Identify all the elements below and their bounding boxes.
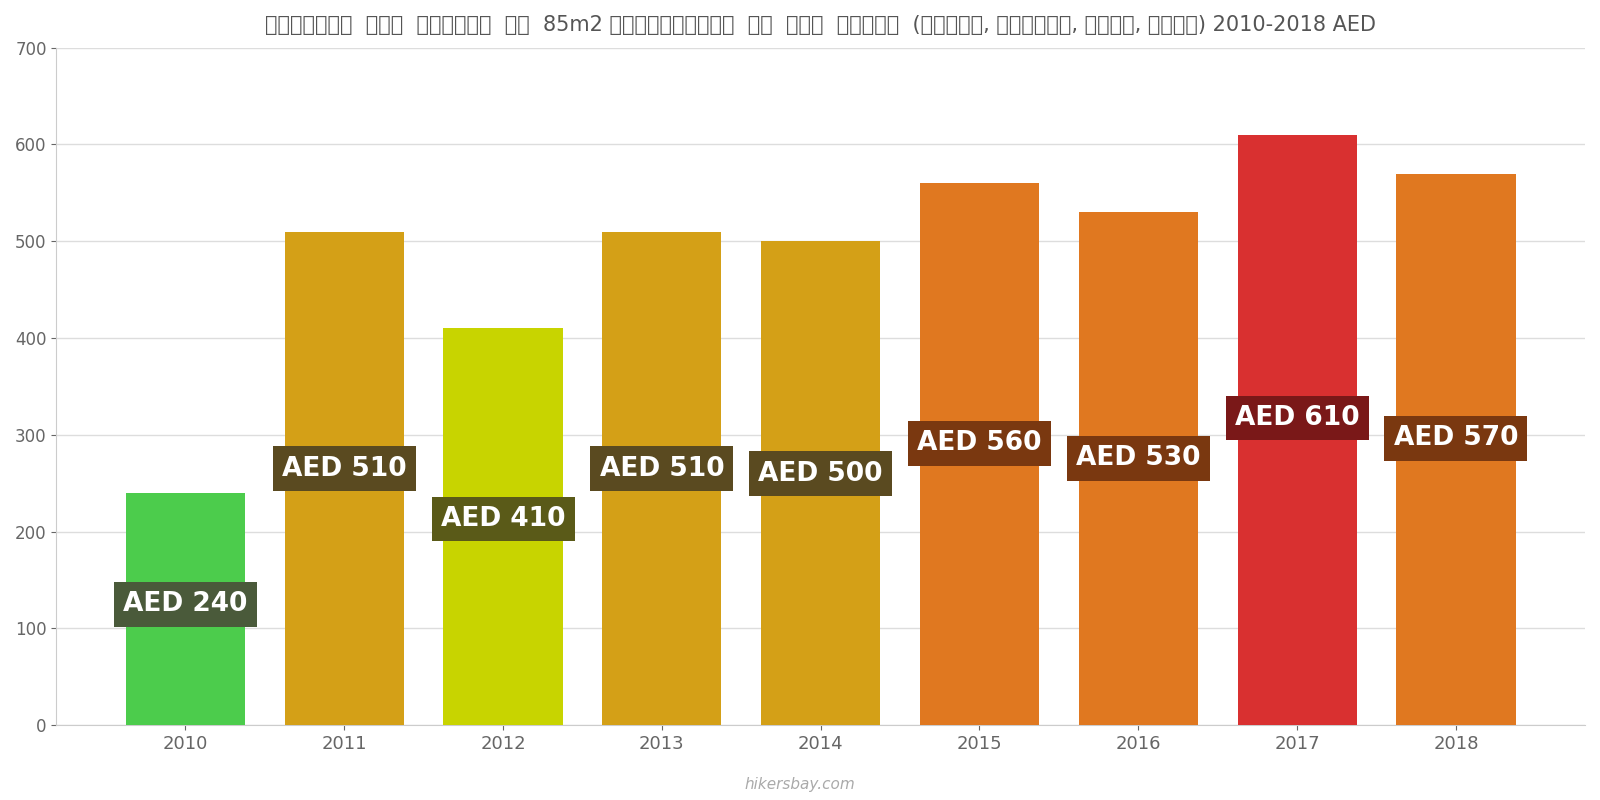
Text: AED 510: AED 510 [282,455,406,482]
Text: AED 560: AED 560 [917,430,1042,456]
Bar [443,328,563,726]
Bar [1237,134,1357,726]
Text: AED 410: AED 410 [440,506,565,532]
Bar [1397,174,1515,726]
Title: संयुक्त  अरब  अमीरात  एक  85m2 अपार्टमेंट  के  लिए  शुल्क  (बिजली, हीटिंग, पानी,: संयुक्त अरब अमीरात एक 85m2 अपार्टमेंट के… [266,15,1376,35]
Text: AED 530: AED 530 [1077,446,1200,471]
Text: AED 510: AED 510 [600,455,725,482]
Text: hikersbay.com: hikersbay.com [744,777,856,791]
Bar [1078,212,1198,726]
Text: AED 240: AED 240 [123,591,248,618]
Bar [126,493,245,726]
Bar [285,231,403,726]
Bar [920,183,1038,726]
Text: AED 610: AED 610 [1235,406,1360,431]
Bar [762,242,880,726]
Text: AED 570: AED 570 [1394,426,1518,451]
Text: AED 500: AED 500 [758,461,883,486]
Bar [602,231,722,726]
